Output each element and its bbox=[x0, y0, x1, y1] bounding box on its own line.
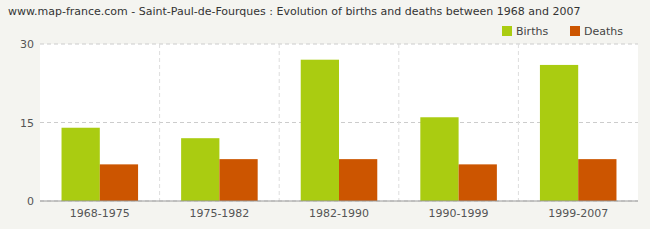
group-separator bbox=[159, 44, 160, 201]
x-tick-label: 1975-1982 bbox=[189, 207, 249, 220]
bar bbox=[578, 159, 616, 201]
legend-swatch bbox=[570, 26, 580, 36]
legend-swatch bbox=[502, 26, 512, 36]
legend: Births Deaths bbox=[502, 25, 623, 38]
x-axis-line bbox=[40, 201, 638, 202]
title: www.map-france.com - Saint-Paul-de-Fourq… bbox=[8, 5, 580, 18]
bars bbox=[62, 60, 617, 201]
grid-line bbox=[40, 44, 638, 45]
y-tick-label: 15 bbox=[20, 117, 34, 130]
bar bbox=[62, 128, 100, 201]
bar bbox=[459, 164, 497, 201]
y-tick-label: 0 bbox=[27, 195, 34, 208]
bar bbox=[420, 117, 458, 201]
plot-background bbox=[40, 44, 638, 201]
grid-line bbox=[40, 201, 638, 202]
bar bbox=[540, 65, 578, 201]
bar bbox=[301, 60, 339, 201]
chart-container: www.map-france.com - Saint-Paul-de-Fourq… bbox=[0, 0, 650, 229]
x-tick-label: 1999-2007 bbox=[548, 207, 608, 220]
group-separator bbox=[518, 44, 519, 201]
legend-label: Deaths bbox=[584, 25, 623, 38]
bar bbox=[100, 164, 138, 201]
group-separator bbox=[279, 44, 280, 201]
x-tick-label: 1982-1990 bbox=[309, 207, 369, 220]
group-separator bbox=[398, 44, 399, 201]
chart-svg: www.map-france.com - Saint-Paul-de-Fourq… bbox=[0, 0, 650, 229]
bar bbox=[339, 159, 377, 201]
y-tick-label: 30 bbox=[20, 38, 34, 51]
x-tick-label: 1968-1975 bbox=[70, 207, 130, 220]
legend-label: Births bbox=[516, 25, 548, 38]
bar bbox=[219, 159, 257, 201]
bar bbox=[181, 138, 219, 201]
x-tick-label: 1990-1999 bbox=[429, 207, 489, 220]
